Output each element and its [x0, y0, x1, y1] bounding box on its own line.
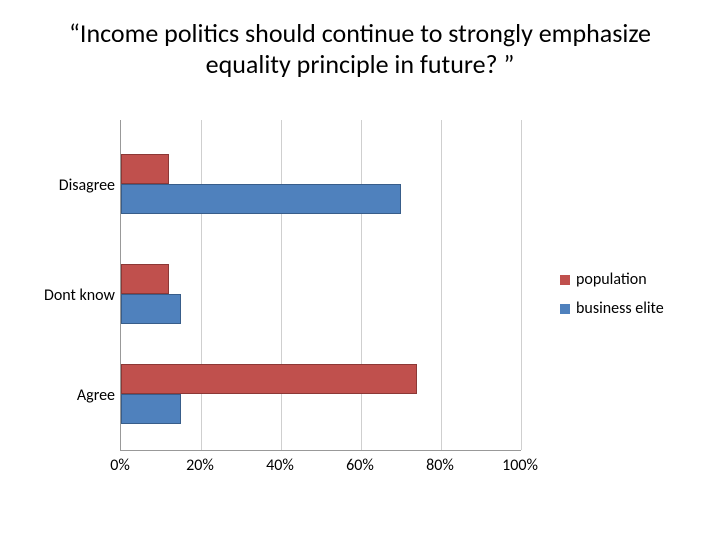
square-icon: [560, 304, 570, 314]
legend-item-business-elite: business elite: [560, 299, 664, 318]
bar-disagree-population: [121, 154, 169, 184]
chart: Disagree Dont know Agree 0% 20% 40% 60% …: [40, 120, 680, 490]
bar-agree-population: [121, 364, 417, 394]
plot-area: [120, 120, 521, 451]
bar-disagree-business-elite: [121, 184, 401, 214]
x-tick: 20%: [186, 456, 214, 475]
legend-item-population: population: [560, 270, 664, 289]
gridline: [521, 120, 522, 450]
bar-dontknow-business-elite: [121, 294, 181, 324]
y-label-agree: Agree: [77, 386, 115, 405]
legend: population business elite: [560, 270, 664, 328]
bar-agree-business-elite: [121, 394, 181, 424]
square-icon: [560, 275, 570, 285]
bar-dontknow-population: [121, 264, 169, 294]
x-tick: 0%: [110, 456, 130, 475]
x-tick: 40%: [266, 456, 294, 475]
x-tick: 60%: [346, 456, 374, 475]
y-label-dont-know: Dont know: [44, 286, 115, 305]
x-tick: 100%: [502, 456, 538, 475]
gridline: [441, 120, 442, 450]
chart-title: “Income politics should continue to stro…: [60, 18, 660, 80]
gridline: [201, 120, 202, 450]
gridline: [281, 120, 282, 450]
gridline: [361, 120, 362, 450]
legend-label: business elite: [576, 299, 664, 318]
x-tick: 80%: [426, 456, 454, 475]
legend-label: population: [576, 270, 647, 289]
slide: “Income politics should continue to stro…: [0, 0, 720, 540]
y-label-disagree: Disagree: [59, 176, 115, 195]
